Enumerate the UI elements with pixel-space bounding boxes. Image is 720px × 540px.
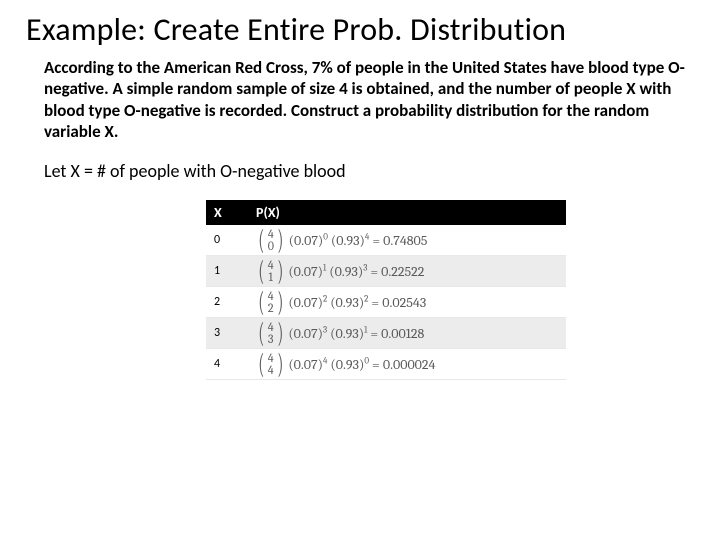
binomial-formula: (42)(0.07)2(0.93)2 = 0.02543	[256, 290, 558, 314]
formula-cell: (41)(0.07)1(0.93)3 = 0.22522	[248, 256, 566, 287]
formula-cell: (43)(0.07)3(0.93)1 = 0.00128	[248, 318, 566, 349]
binomial-formula: (41)(0.07)1(0.93)3 = 0.22522	[256, 259, 558, 283]
x-value: 1	[206, 256, 248, 287]
p-term: (0.07)2	[288, 294, 327, 311]
header-px: P(X)	[248, 200, 566, 225]
binomial-formula: (44)(0.07)4(0.93)0 = 0.000024	[256, 352, 558, 376]
binom-coef: (43)	[256, 321, 285, 345]
let-x-line: Let X = # of people with O-negative bloo…	[44, 160, 694, 182]
binom-coef: (44)	[256, 352, 285, 376]
x-value: 4	[206, 349, 248, 380]
p-term: (0.07)1	[288, 263, 326, 280]
table-row: 0 (40)(0.07)0(0.93)4 = 0.74805	[206, 225, 566, 256]
q-term: (0.93)2	[330, 294, 368, 311]
table-row: 2 (42)(0.07)2(0.93)2 = 0.02543	[206, 287, 566, 318]
x-value: 0	[206, 225, 248, 256]
p-term: (0.07)4	[288, 356, 327, 373]
q-term: (0.93)3	[329, 263, 367, 280]
result-value: = 0.00128	[370, 325, 424, 342]
binom-coef: (42)	[256, 290, 285, 314]
slide-title: Example: Create Entire Prob. Distributio…	[26, 10, 694, 49]
q-term: (0.93)4	[331, 232, 369, 249]
result-value: = 0.74805	[372, 232, 427, 249]
formula-cell: (42)(0.07)2(0.93)2 = 0.02543	[248, 287, 566, 318]
formula-cell: (40)(0.07)0(0.93)4 = 0.74805	[248, 225, 566, 256]
result-value: = 0.000024	[372, 356, 435, 373]
header-x: X	[206, 200, 248, 225]
p-term: (0.07)3	[288, 325, 327, 342]
x-value: 3	[206, 318, 248, 349]
problem-statement: According to the American Red Cross, 7% …	[44, 57, 694, 142]
x-value: 2	[206, 287, 248, 318]
binomial-formula: (43)(0.07)3(0.93)1 = 0.00128	[256, 321, 558, 345]
table-row: 1 (41)(0.07)1(0.93)3 = 0.22522	[206, 256, 566, 287]
binom-coef: (40)	[256, 228, 286, 252]
table-row: 3 (43)(0.07)3(0.93)1 = 0.00128	[206, 318, 566, 349]
q-term: (0.93)1	[330, 325, 367, 342]
slide: Example: Create Entire Prob. Distributio…	[0, 0, 720, 380]
result-value: = 0.02543	[371, 294, 426, 311]
result-value: = 0.22522	[370, 263, 424, 280]
binom-coef: (41)	[256, 259, 285, 283]
p-term: (0.07)0	[289, 232, 328, 249]
q-term: (0.93)0	[330, 356, 369, 373]
binomial-formula: (40)(0.07)0(0.93)4 = 0.74805	[256, 228, 558, 252]
formula-cell: (44)(0.07)4(0.93)0 = 0.000024	[248, 349, 566, 380]
distribution-table: X P(X) 0 (40)(0.07)0(0.93)4 = 0.74805 1 (41…	[206, 200, 566, 380]
table-header-row: X P(X)	[206, 200, 566, 225]
table-row: 4 (44)(0.07)4(0.93)0 = 0.000024	[206, 349, 566, 380]
